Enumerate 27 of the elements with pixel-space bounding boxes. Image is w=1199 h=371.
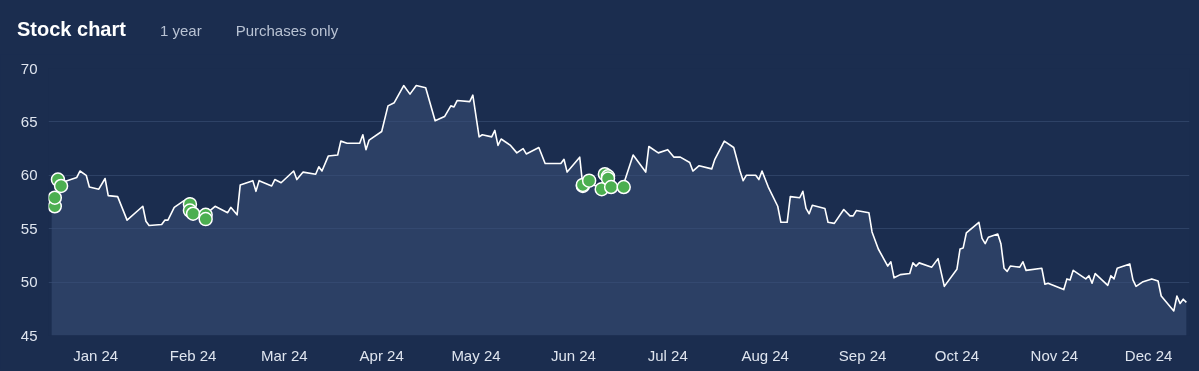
x-tick-label: Nov 24 (1030, 346, 1079, 364)
y-tick-label: 70 (20, 59, 38, 77)
y-tick-label: 60 (20, 166, 38, 184)
text: Purchases only (235, 21, 339, 41)
text: 1 year (159, 21, 202, 41)
x-tick-label: Apr 24 (359, 346, 404, 364)
y-tick-label: 45 (20, 326, 38, 344)
point (53, 178, 69, 194)
x-tick-label: Mar 24 (260, 346, 308, 364)
x-tick-label: Jan 24 (73, 346, 119, 364)
x-tick-label: May 24 (451, 346, 501, 364)
point (603, 179, 619, 195)
point (616, 179, 631, 195)
x-tick-label: Aug 24 (741, 346, 789, 364)
point (581, 173, 597, 188)
x-tick-label: Jun 24 (550, 346, 596, 364)
x-tick-label: Dec 24 (1124, 346, 1173, 364)
y-tick-label: 50 (20, 273, 38, 291)
x-tick-label: Sep 24 (838, 346, 887, 364)
point (48, 190, 63, 205)
x-tick-label: Feb 24 (169, 346, 217, 364)
x-tick-label: Jul 24 (647, 346, 688, 364)
chart-title: Stock chart (17, 17, 126, 42)
x-tick-label: Oct 24 (934, 346, 979, 364)
y-tick-label: 55 (20, 219, 38, 237)
point (198, 211, 213, 227)
y-tick-label: 65 (20, 112, 38, 130)
